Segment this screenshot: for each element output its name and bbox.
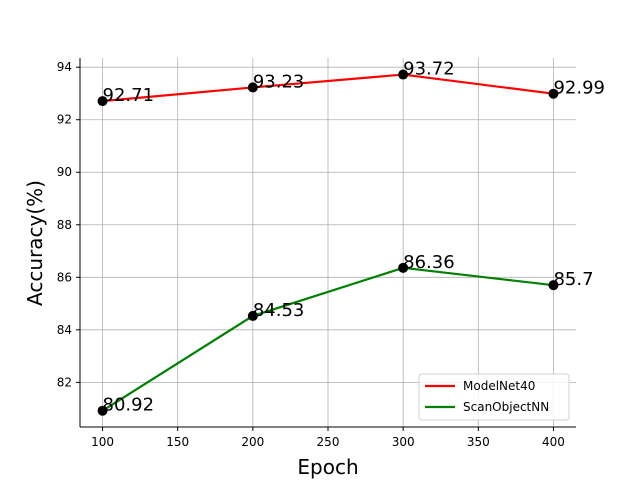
axes — [76, 58, 576, 431]
x-tick-label: 250 — [317, 435, 340, 449]
x-tick-label: 400 — [542, 435, 565, 449]
x-tick-label: 100 — [91, 435, 114, 449]
data-label: 92.71 — [103, 85, 155, 106]
y-tick-label: 86 — [57, 270, 72, 284]
data-label: 85.7 — [553, 269, 593, 290]
data-label: 84.53 — [253, 300, 305, 321]
data-point — [398, 262, 409, 273]
y-tick-label: 82 — [57, 375, 72, 389]
data-point — [398, 69, 409, 80]
y-tick-label: 92 — [57, 113, 72, 127]
data-labels: 92.71 93.23 93.72 92.99 80.92 84.53 86.36 85.7 — [103, 59, 605, 416]
data-label: 80.92 — [103, 395, 155, 416]
data-point — [247, 310, 258, 321]
x-tick-label: 350 — [467, 435, 490, 449]
y-tick-label: 88 — [57, 218, 72, 232]
y-tick-label: 90 — [57, 165, 72, 179]
x-tick-label: 200 — [241, 435, 264, 449]
data-point — [97, 96, 108, 107]
legend-entry: ScanObjectNN — [463, 400, 549, 414]
data-point — [247, 82, 258, 93]
data-label: 93.23 — [253, 71, 305, 92]
series-line-modelnet40 — [102, 73, 554, 103]
legend-box — [418, 373, 570, 421]
y-axis-title: Accuracy(%) — [23, 180, 47, 306]
data-point — [548, 280, 559, 291]
data-label: 93.72 — [403, 59, 455, 80]
x-tick-label: 300 — [392, 435, 415, 449]
y-tick-label: 94 — [57, 60, 72, 74]
data-point — [548, 88, 559, 99]
data-point — [97, 405, 108, 416]
x-tick-label: 150 — [166, 435, 189, 449]
y-tick-label: 84 — [57, 323, 72, 337]
grid — [80, 58, 576, 427]
series-lines — [97, 69, 559, 416]
legend: ModelNet40 ScanObjectNN — [418, 373, 570, 421]
data-label: 86.36 — [403, 252, 455, 273]
tick-labels: 100 150 200 250 300 350 400 82 84 86 88 90 92 94 — [57, 60, 565, 449]
data-label: 92.99 — [553, 78, 605, 99]
legend-entry: ModelNet40 — [463, 379, 535, 393]
series-line-scanobjectnn — [101, 266, 554, 412]
x-axis-title: Epoch — [297, 455, 358, 479]
